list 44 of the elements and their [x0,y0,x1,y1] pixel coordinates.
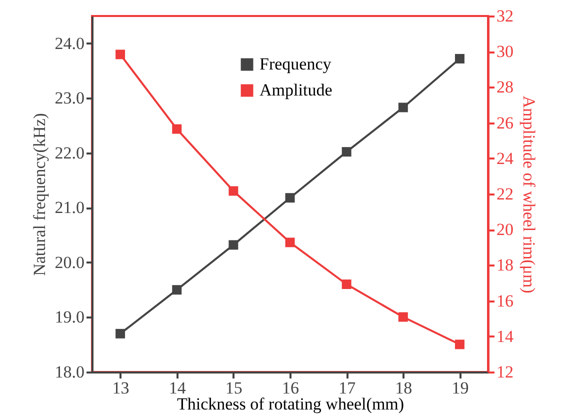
point [285,193,295,203]
y2-tick-label: 30 [496,42,514,62]
x-tick-label: 18 [395,378,412,398]
legend-label: Frequency [260,54,332,74]
x-tick-label: 15 [225,378,242,398]
y2-axis-title: Amplitude of wheel rim(μm) [520,96,538,294]
y2-tick-label: 14 [496,326,514,346]
point [454,54,464,64]
point [116,50,126,60]
y-axis-title: Natural frequency(kHz) [30,113,49,276]
y2-tick-label: 22 [496,184,514,204]
point [454,340,464,350]
y-tick-label: 24.0 [54,34,84,53]
y2-tick-label: 12 [496,362,514,382]
point [398,312,408,322]
point [342,147,352,157]
x-tick-label: 14 [168,378,186,398]
y2-tick-label: 28 [496,78,514,97]
point [228,186,238,196]
y-tick-label: 22.0 [54,143,84,162]
x-axis-title: Thickness of rotating wheel(mm) [176,394,404,414]
x-tick-label: 17 [338,378,356,398]
y2-tick-label: 16 [496,291,514,310]
y-tick-label: 23.0 [54,88,84,108]
point [398,102,408,112]
legend-label: Amplitude [260,80,332,100]
point [285,238,295,248]
point [116,328,126,338]
y2-tick-label: 18 [496,256,514,275]
point [342,280,352,289]
y-tick-label: 21.0 [54,198,84,218]
y2-tick-label: 20 [496,220,514,240]
y-tick-label: 18.0 [54,362,84,382]
x-tick-label: 13 [112,378,130,398]
x-tick-label: 16 [282,378,299,398]
y2-tick-label: 24 [496,148,514,168]
y-tick-label: 20.0 [54,252,84,272]
y2-tick-label: 32 [496,6,514,26]
y2-tick-label: 26 [496,113,514,132]
point [172,124,182,134]
point [228,240,238,250]
x-tick-label: 19 [452,378,469,398]
y-tick-label: 19.0 [54,308,84,327]
point [172,285,182,295]
